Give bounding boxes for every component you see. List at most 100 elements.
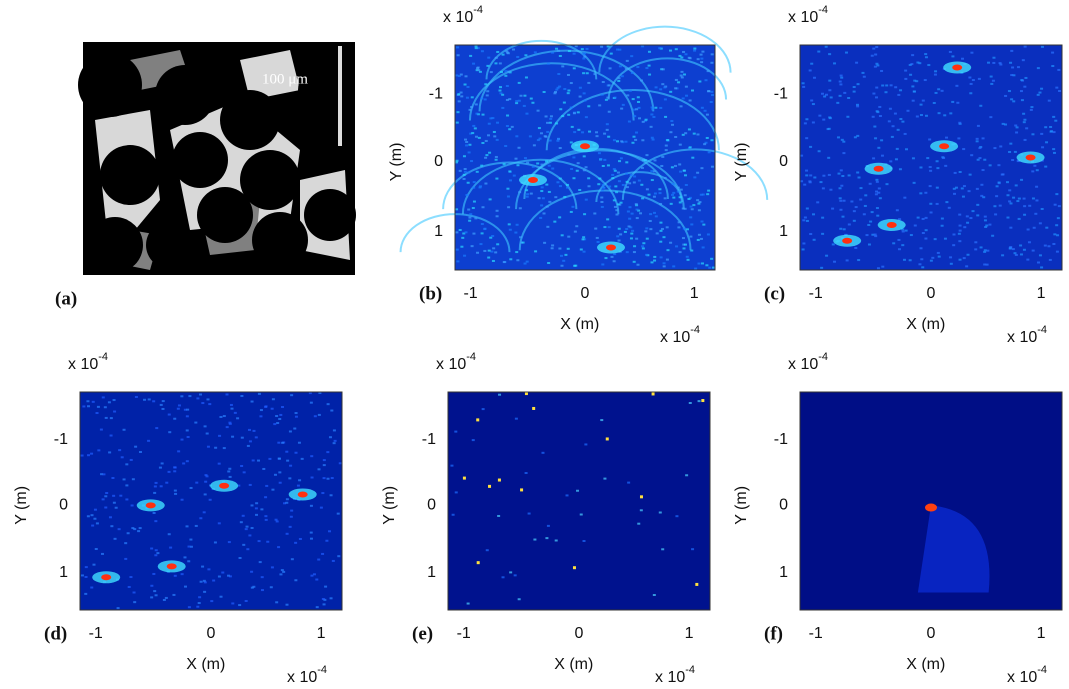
heatmap-speckle: [645, 227, 649, 230]
heatmap-hotspot: [1025, 154, 1036, 161]
heatmap-speckle: [201, 402, 205, 405]
heatmap-speckle: [1031, 133, 1035, 136]
heatmap-speckle: [247, 428, 251, 431]
heatmap-speckle: [84, 575, 88, 578]
heatmap-speckle: [322, 464, 326, 467]
heatmap-speckle: [597, 183, 601, 186]
heatmap-speckle: [504, 70, 508, 73]
heatmap-speckle: [974, 248, 978, 251]
heatmap-speckle: [332, 442, 336, 445]
heatmap-speckle: [1053, 203, 1057, 206]
heatmap-speckle: [976, 203, 980, 206]
heatmap-speckle: [976, 124, 980, 127]
heatmap-speckle: [495, 209, 499, 212]
heatmap-speckle: [936, 251, 940, 254]
heatmap-speckle: [486, 134, 490, 137]
heatmap-speckle: [127, 585, 131, 588]
heatmap-speckle: [126, 532, 130, 535]
heatmap-speckle: [902, 258, 906, 261]
heatmap-speckle: [487, 256, 491, 259]
heatmap-speckle: [206, 445, 210, 448]
heatmap-speckle: [951, 100, 955, 103]
heatmap-speckle: [965, 265, 969, 268]
heatmap-arc: [485, 39, 598, 80]
heatmap-speckle: [164, 596, 168, 599]
heatmap-speckle: [601, 263, 605, 266]
heatmap-speckle: [524, 472, 528, 475]
heatmap-speckle: [612, 199, 616, 202]
heatmap-speckle: [842, 228, 846, 231]
heatmap-speckle: [652, 195, 656, 198]
heatmap-speckle: [659, 240, 663, 243]
heatmap-speckle: [198, 596, 202, 599]
heatmap-speckle: [983, 249, 987, 252]
heatmap-speckle: [310, 574, 314, 577]
heatmap-speckle: [471, 132, 475, 135]
heatmap-speckle: [228, 421, 232, 424]
heatmap-speckle: [875, 190, 879, 193]
heatmap-speckle: [547, 190, 551, 193]
heatmap-speckle: [962, 257, 966, 260]
heatmap-speckle: [288, 525, 292, 528]
heatmap-speckle: [240, 464, 244, 467]
heatmap-speckle: [943, 237, 947, 240]
heatmap-speckle: [161, 407, 165, 410]
heatmap-speckle: [839, 199, 843, 202]
heatmap-speckle: [478, 70, 482, 73]
heatmap-arc: [442, 161, 578, 210]
heatmap-speckle: [137, 530, 141, 533]
heatmap-speckle: [659, 106, 663, 109]
heatmap-speckle: [635, 208, 639, 211]
heatmap-speckle: [979, 104, 983, 107]
heatmap-speckle: [330, 477, 334, 480]
heatmap-speckle: [1051, 65, 1055, 68]
heatmap-speckle: [270, 407, 274, 410]
heatmap-speckle: [317, 468, 321, 471]
plot-frame: [79, 391, 343, 611]
x-exponent: x 10-4: [1007, 664, 1047, 686]
heatmap-speckle: [625, 186, 629, 189]
heatmap-speckle: [681, 237, 685, 240]
heatmap-speckle: [684, 183, 688, 186]
heatmap-speckle: [205, 432, 209, 435]
heatmap-speckle: [1026, 258, 1030, 261]
heatmap-speckle: [635, 204, 639, 207]
heatmap-speckle: [928, 166, 932, 169]
heatmap-speckle: [626, 94, 630, 97]
heatmap-speckle: [958, 121, 962, 124]
heatmap-speckle: [968, 173, 972, 176]
heatmap-speckle: [839, 74, 843, 77]
heatmap-speckle: [242, 471, 246, 474]
heatmap-speckle: [669, 49, 673, 52]
heatmap-speckle: [255, 513, 259, 516]
heatmap-speckle: [501, 106, 505, 109]
heatmap-hotspot: [580, 143, 590, 150]
heatmap-speckle: [687, 198, 691, 201]
heatmap-speckle: [1017, 197, 1021, 200]
x-tick-label: -1: [457, 625, 471, 642]
heatmap-speckle: [612, 260, 616, 263]
heatmap-speckle: [125, 484, 129, 487]
heatmap-speckle: [937, 112, 941, 115]
heatmap-speckle: [710, 61, 714, 64]
heatmap-dot: [497, 478, 501, 482]
heatmap-speckle: [553, 220, 557, 223]
heatmap-hotspot: [101, 574, 112, 581]
heatmap-speckle: [693, 176, 697, 179]
heatmap-speckle: [583, 55, 587, 58]
heatmap-speckle: [310, 455, 314, 458]
heatmap-speckle: [637, 209, 641, 212]
heatmap-arc: [598, 25, 732, 73]
heatmap-speckle: [843, 91, 847, 94]
heatmap-speckle: [852, 86, 856, 89]
heatmap-speckle: [690, 249, 694, 252]
heatmap-speckle: [132, 591, 136, 594]
heatmap-speckle: [805, 207, 809, 210]
heatmap-speckle: [847, 174, 851, 177]
heatmap-speckle: [855, 103, 859, 106]
heatmap-speckle: [650, 106, 654, 109]
heatmap-speckle: [928, 138, 932, 141]
heatmap-speckle: [567, 113, 571, 116]
heatmap-speckle: [113, 410, 117, 413]
heatmap-speckle: [567, 50, 571, 53]
